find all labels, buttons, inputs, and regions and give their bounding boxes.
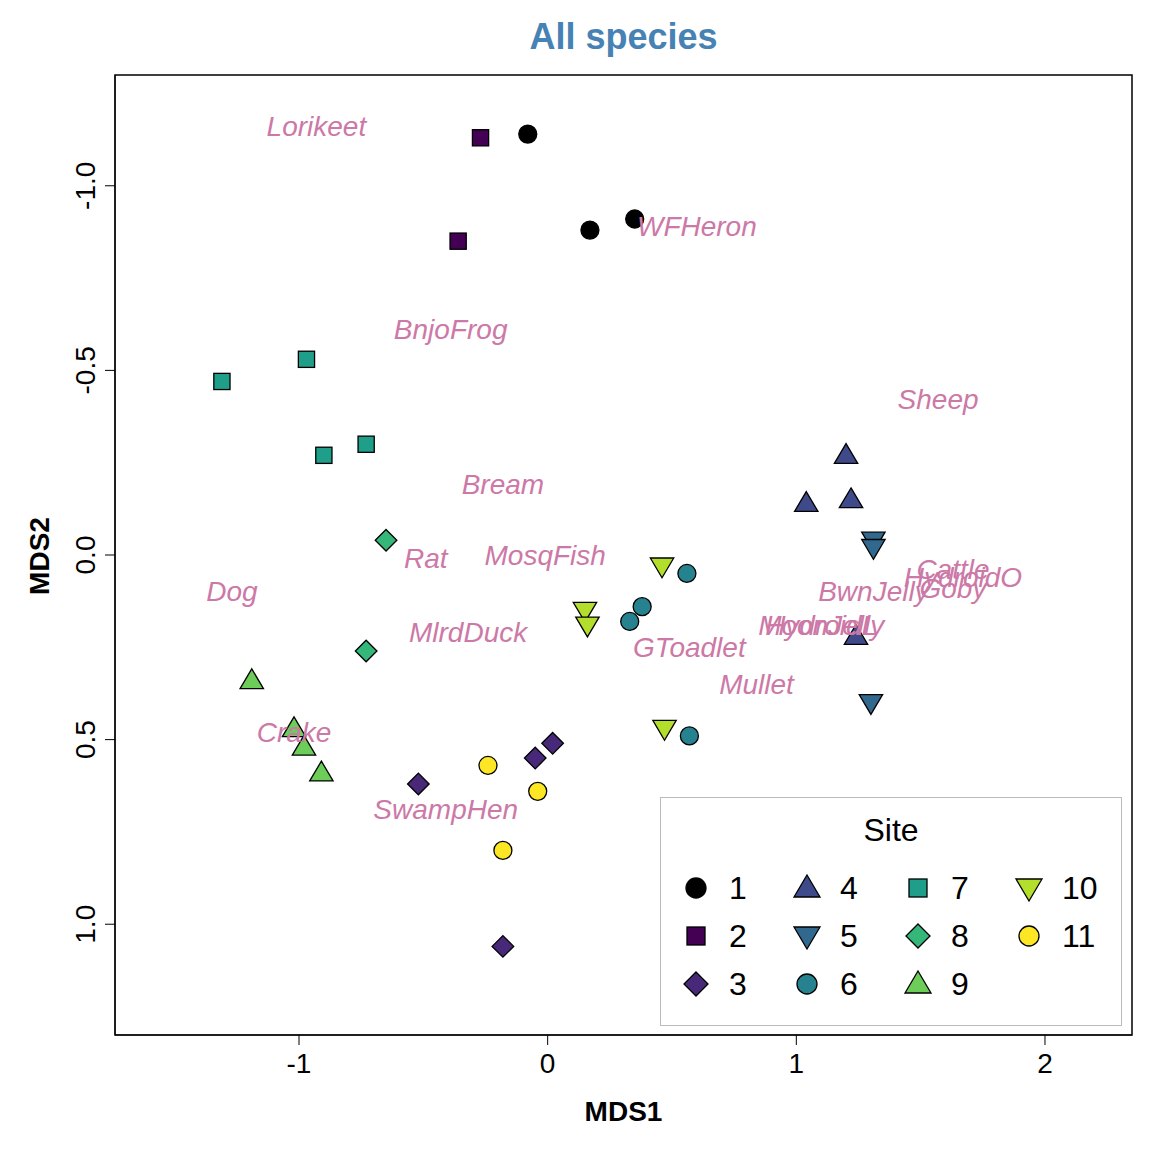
svg-text:Bream: Bream (462, 469, 544, 500)
svg-text:-1.0: -1.0 (70, 162, 101, 210)
svg-text:9: 9 (951, 966, 969, 1002)
svg-text:Dog: Dog (206, 576, 258, 607)
svg-text:MosqFish: MosqFish (484, 540, 605, 571)
svg-text:GToadlet: GToadlet (633, 632, 747, 663)
svg-text:Sheep: Sheep (898, 384, 979, 415)
svg-text:2: 2 (1037, 1048, 1053, 1079)
svg-text:BwnJelly: BwnJelly (818, 576, 930, 607)
svg-text:1: 1 (789, 1048, 805, 1079)
svg-text:Lorikeet: Lorikeet (267, 111, 368, 142)
svg-text:MoonJelly: MoonJelly (758, 610, 886, 641)
svg-text:0.5: 0.5 (70, 720, 101, 759)
svg-text:SwampHen: SwampHen (373, 794, 518, 825)
svg-text:3: 3 (729, 966, 747, 1002)
svg-text:HydroidL: HydroidL (765, 610, 877, 641)
svg-text:4: 4 (840, 870, 858, 906)
svg-text:0: 0 (540, 1048, 556, 1079)
svg-text:7: 7 (951, 870, 969, 906)
svg-text:Goby: Goby (919, 573, 988, 604)
svg-text:1.0: 1.0 (70, 905, 101, 944)
svg-text:8: 8 (951, 918, 969, 954)
svg-text:WFHeron: WFHeron (637, 211, 757, 242)
svg-text:-1: -1 (287, 1048, 312, 1079)
svg-text:0.0: 0.0 (70, 536, 101, 575)
svg-text:6: 6 (840, 966, 858, 1002)
svg-text:1: 1 (729, 870, 747, 906)
svg-text:10: 10 (1062, 870, 1098, 906)
svg-text:11: 11 (1062, 918, 1095, 954)
svg-text:Site: Site (863, 812, 918, 848)
svg-text:Rat: Rat (404, 543, 449, 574)
svg-text:MlrdDuck: MlrdDuck (409, 617, 529, 648)
svg-text:-0.5: -0.5 (70, 346, 101, 394)
svg-text:2: 2 (729, 918, 747, 954)
html-text:MDS1: MDS1 (584, 1096, 663, 1127)
html-text:MDS2: MDS2 (24, 517, 55, 595)
svg-text:5: 5 (840, 918, 858, 954)
svg-text:BnjoFrog: BnjoFrog (394, 314, 508, 345)
svg-text:Crake: Crake (257, 717, 332, 748)
svg-text:Mullet: Mullet (719, 669, 795, 700)
html-text:All species: All species (529, 16, 718, 57)
